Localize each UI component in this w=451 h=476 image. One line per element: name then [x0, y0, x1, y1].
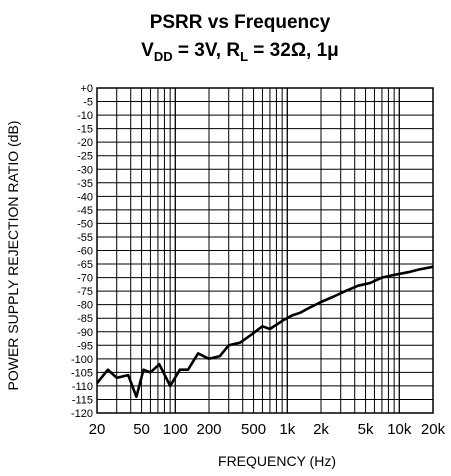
y-tick-label: -75 [77, 286, 93, 298]
y-tick-label: -90 [77, 327, 93, 339]
x-tick-label: 200 [196, 421, 221, 438]
y-tick-label: -65 [77, 259, 93, 271]
y-tick-label: -100 [71, 354, 93, 366]
y-tick-label: -20 [77, 137, 93, 149]
y-tick-label: -25 [77, 151, 93, 163]
y-tick-label: +0 [80, 83, 93, 95]
y-tick-label: -10 [77, 110, 93, 122]
x-tick-label: 20 [89, 421, 106, 438]
y-tick-label: -5 [83, 97, 93, 109]
x-tick-label: 100 [163, 421, 188, 438]
y-tick-label: -60 [77, 246, 93, 258]
x-axis-label: FREQUENCY (Hz) [218, 453, 336, 469]
y-tick-label: -50 [77, 218, 93, 230]
y-tick-labels: +0 -5-10 -15-20 -25-30 -35-40 -45-50 -55 -60-65… [71, 83, 93, 420]
subtitle-rl-value: = 32Ω, 1μ [248, 40, 339, 61]
x-tick-label: 5k [358, 421, 374, 438]
series-layer [95, 265, 434, 399]
y-tick-label: -80 [77, 300, 93, 312]
y-tick-label: -105 [71, 367, 93, 379]
y-tick-label: -85 [77, 313, 93, 325]
y-tick-label: -35 [77, 178, 93, 190]
plot-frame [96, 87, 434, 414]
y-tick-label: -115 [72, 394, 93, 406]
x-tick-label: 50 [133, 421, 150, 438]
y-tick-label: -95 [77, 340, 93, 352]
chart-title: PSRR vs Frequency [150, 12, 331, 33]
y-tick-label: -15 [77, 124, 93, 136]
chart-subtitle: VDD = 3V, RL = 32Ω, 1μ [141, 40, 339, 64]
x-tick-label: 1k [279, 421, 295, 438]
subtitle-vdd-sub: DD [154, 49, 173, 64]
y-axis-label: POWER SUPPLY REJECTION RATIO (dB) [5, 121, 21, 391]
x-tick-label: 2k [313, 421, 329, 438]
y-tick-label: -120 [71, 408, 93, 420]
x-tick-labels: 20 50 100 200 500 1k 2k 5k 10k 20k [89, 421, 446, 438]
series-line [95, 265, 434, 399]
y-tick-label: -30 [77, 164, 93, 176]
y-tick-label: -55 [77, 232, 93, 244]
grid [96, 87, 434, 414]
y-tick-label: -110 [72, 381, 93, 393]
x-tick-label: 20k [421, 421, 446, 438]
subtitle-vdd: V [141, 40, 154, 61]
subtitle-vdd-value: = 3V, R [173, 40, 241, 61]
y-tick-label: -70 [77, 273, 93, 285]
y-tick-label: -40 [77, 191, 93, 203]
x-tick-label: 10k [387, 421, 412, 438]
y-tick-label: -45 [77, 205, 93, 217]
x-tick-label: 500 [241, 421, 266, 438]
subtitle-rl-sub: L [240, 49, 248, 64]
